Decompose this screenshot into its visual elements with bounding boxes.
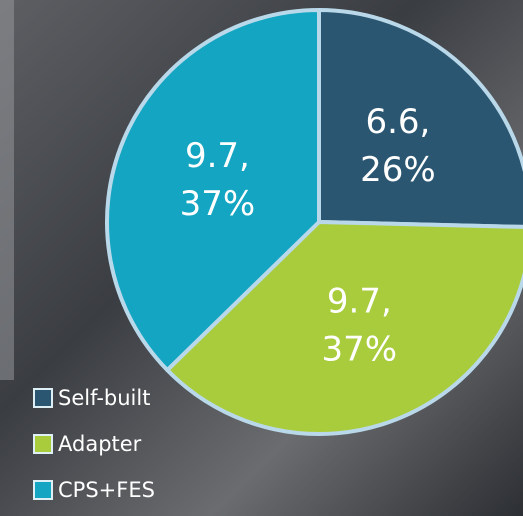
legend-swatch [34,481,52,499]
chart: 6.6,26%9.7,37%9.7,37% Self-built Adapter C… [0,0,523,516]
legend-label: Adapter [58,432,142,456]
legend: Self-built Adapter CPS+FES [34,386,155,502]
legend-label: Self-built [58,386,150,410]
background-strip [0,0,14,380]
legend-label: CPS+FES [58,478,155,502]
legend-swatch [34,435,52,453]
legend-swatch [34,389,52,407]
pie: 6.6,26%9.7,37%9.7,37% [107,10,523,434]
